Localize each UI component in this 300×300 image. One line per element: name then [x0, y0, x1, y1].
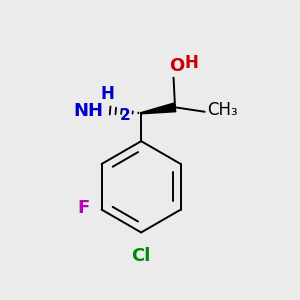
Polygon shape: [141, 103, 176, 114]
Text: NH: NH: [74, 102, 104, 120]
Text: 2: 2: [119, 108, 130, 123]
Text: H: H: [100, 85, 114, 103]
Text: Cl: Cl: [131, 247, 151, 265]
Text: F: F: [78, 199, 90, 217]
Text: H: H: [185, 53, 199, 71]
Text: CH₃: CH₃: [207, 101, 238, 119]
Text: O: O: [169, 57, 185, 75]
